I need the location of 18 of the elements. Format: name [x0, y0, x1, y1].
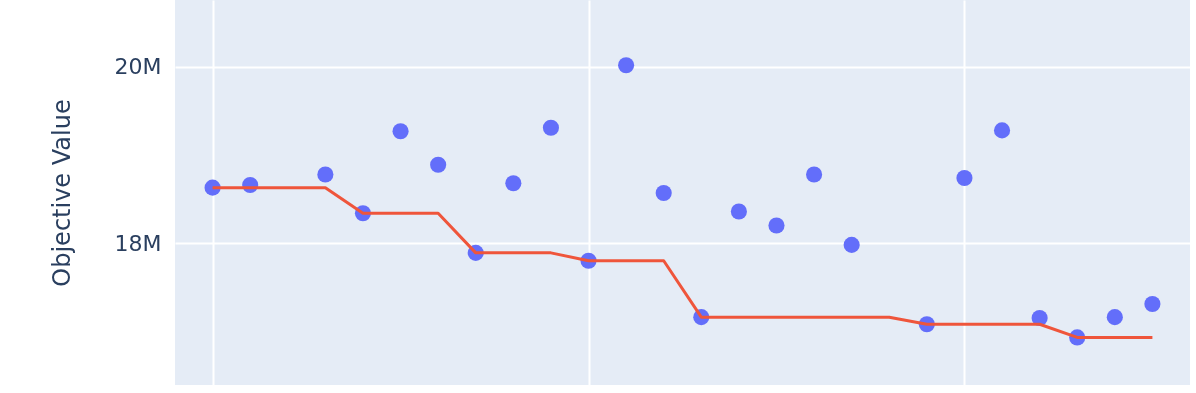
- point: [542, 119, 559, 136]
- point: [618, 57, 635, 74]
- point: [768, 217, 785, 234]
- point: [843, 236, 860, 253]
- point: [956, 169, 973, 187]
- point: [993, 122, 1011, 139]
- point: [317, 166, 334, 183]
- point: [655, 184, 672, 201]
- point: [430, 156, 447, 173]
- point: [1106, 309, 1123, 326]
- point: [1144, 295, 1161, 312]
- point: [806, 166, 823, 183]
- point: [730, 203, 747, 220]
- y-tick-label: 20M: [114, 54, 162, 80]
- point: [505, 175, 522, 192]
- point: [392, 123, 409, 140]
- y-tick-label: 18M: [114, 230, 162, 256]
- y-axis-title: Objective Value: [47, 99, 76, 287]
